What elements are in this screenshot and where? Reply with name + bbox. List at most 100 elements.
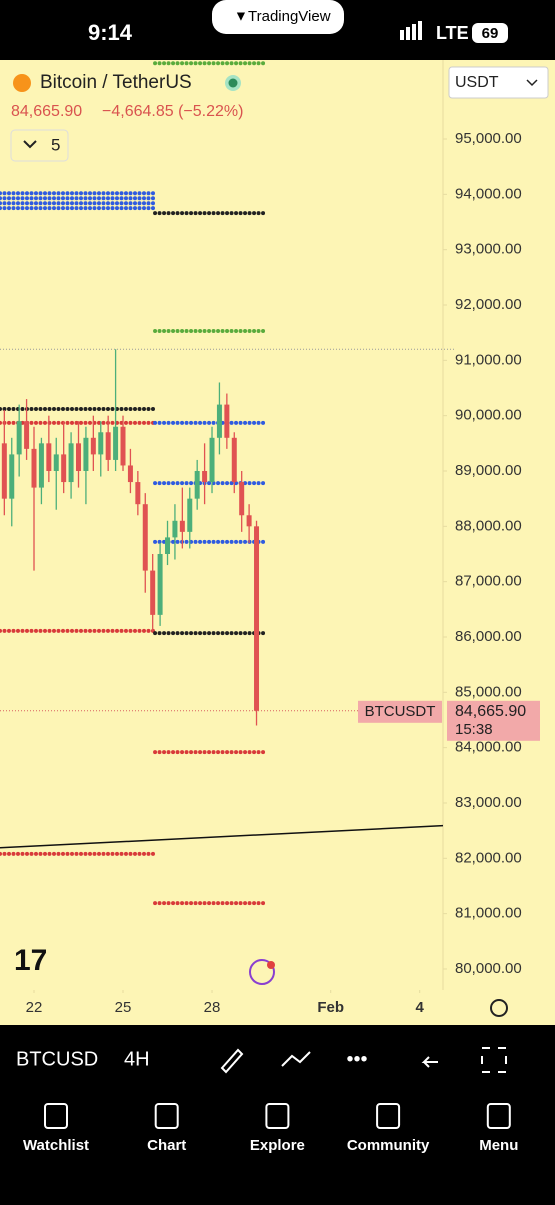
candle-body xyxy=(209,437,215,483)
currency: USDT xyxy=(455,74,499,91)
nav-icon[interactable] xyxy=(154,1103,179,1129)
signal xyxy=(412,24,416,40)
nav-label[interactable]: Explore xyxy=(250,1137,305,1154)
signal xyxy=(418,21,422,40)
network: LTE xyxy=(436,23,469,43)
trend-line xyxy=(0,824,444,849)
app-pill xyxy=(212,0,344,34)
plot: 80,000.00 81,000.00 82,000.00 83,000.00 84,0… xyxy=(0,60,540,1016)
candle-body xyxy=(187,498,193,532)
candle-body xyxy=(61,454,67,483)
y-tick-label: 84,000.00 xyxy=(455,739,522,756)
candle-body xyxy=(246,515,252,527)
y-tick-label: 91,000.00 xyxy=(455,351,522,368)
candle-body xyxy=(231,437,237,483)
toolbar-symbol[interactable]: BTCUSD xyxy=(16,1048,98,1070)
y-tick-label: 90,000.00 xyxy=(455,407,522,424)
candle-body xyxy=(165,537,171,554)
indicator-toggle[interactable] xyxy=(10,129,69,162)
signal xyxy=(400,30,404,40)
draw-tool[interactable] xyxy=(220,1048,244,1074)
more-tool[interactable]: ••• xyxy=(346,1048,367,1070)
y-tick-label: 88,000.00 xyxy=(455,517,522,534)
x-tick-label: 4 xyxy=(416,999,425,1016)
candle-body xyxy=(24,421,30,449)
y-tick-label: 92,000.00 xyxy=(455,296,522,313)
candle-body xyxy=(1,443,7,499)
candle-body xyxy=(254,526,260,711)
nav-label[interactable]: Watchlist xyxy=(23,1137,89,1154)
last-price: 84,665.90 xyxy=(11,103,82,120)
candle-body xyxy=(83,437,89,471)
candle-body xyxy=(142,504,148,571)
nav-icon[interactable] xyxy=(376,1103,401,1129)
alert-icon[interactable] xyxy=(249,959,275,985)
candle-body xyxy=(76,443,82,471)
clock: 9:14 xyxy=(88,20,133,45)
nav-label[interactable]: Community xyxy=(347,1137,430,1154)
market-status-dot xyxy=(228,78,238,88)
y-tick-label: 89,000.00 xyxy=(455,462,522,479)
y-tick-label: 85,000.00 xyxy=(455,683,522,700)
candle-body xyxy=(172,520,178,538)
candle-body xyxy=(98,432,104,455)
candle-body xyxy=(105,432,111,460)
candle-body xyxy=(38,443,44,488)
signal xyxy=(406,27,410,40)
candle-body xyxy=(224,404,230,438)
settings-icon[interactable] xyxy=(490,999,508,1017)
x-tick-label: 22 xyxy=(26,999,43,1016)
nav-icon[interactable] xyxy=(265,1103,290,1129)
battery-level: 69 xyxy=(482,25,499,42)
nav-label[interactable]: Menu xyxy=(479,1137,518,1154)
battery xyxy=(472,23,508,43)
candle-body xyxy=(53,454,59,471)
app-name: TradingView xyxy=(248,8,331,25)
chevron xyxy=(526,79,538,87)
nav-label[interactable]: Chart xyxy=(147,1137,186,1154)
candle-body xyxy=(157,553,163,615)
chart-area xyxy=(0,60,555,1025)
price-tag-label: 84,665.90 xyxy=(455,703,526,720)
y-tick-label: 80,000.00 xyxy=(455,960,522,977)
x-tick-label: Feb xyxy=(317,999,344,1016)
y-tick-label: 81,000.00 xyxy=(455,905,522,922)
candle-body xyxy=(90,437,96,455)
price-countdown: 15:38 xyxy=(455,721,493,738)
indicator-count: 5 xyxy=(51,135,60,154)
x-tick-label: 25 xyxy=(115,999,132,1016)
toolbar-interval[interactable]: 4H xyxy=(124,1048,150,1070)
candle-body xyxy=(46,443,52,471)
nav: Watchlist Chart Explore Community Menu xyxy=(23,1103,518,1154)
undo-tool[interactable] xyxy=(421,1056,438,1068)
currency-select[interactable] xyxy=(448,66,549,99)
fullscreen-tool[interactable] xyxy=(481,1047,507,1073)
price-change: −4,664.85 (−5.22%) xyxy=(102,103,243,120)
y-tick-label: 93,000.00 xyxy=(455,241,522,258)
candle-body xyxy=(202,470,208,483)
y-tick-label: 95,000.00 xyxy=(455,130,522,147)
symbol-tag-label: BTCUSDT xyxy=(365,703,436,720)
candle-body xyxy=(239,482,245,516)
candle-body xyxy=(135,482,141,505)
candle-body xyxy=(194,470,200,499)
candle-body xyxy=(68,443,74,483)
y-tick-label: 87,000.00 xyxy=(455,573,522,590)
candle-body xyxy=(113,426,119,460)
nav-icon[interactable] xyxy=(486,1103,511,1129)
indicator-tool[interactable] xyxy=(281,1051,311,1067)
tv-logo: 17 xyxy=(14,944,47,977)
candle-body xyxy=(31,448,37,488)
symbol-name[interactable]: Bitcoin / TetherUS xyxy=(40,72,192,93)
candle-body xyxy=(216,404,222,438)
candle-body xyxy=(150,570,156,615)
nav-icon[interactable] xyxy=(44,1103,68,1129)
coin-icon xyxy=(13,74,31,92)
y-tick-label: 86,000.00 xyxy=(455,628,522,645)
x-tick-label: 28 xyxy=(204,999,221,1016)
alert-badge xyxy=(267,961,275,969)
price-tag xyxy=(447,700,540,741)
symbol-tag xyxy=(358,700,442,723)
